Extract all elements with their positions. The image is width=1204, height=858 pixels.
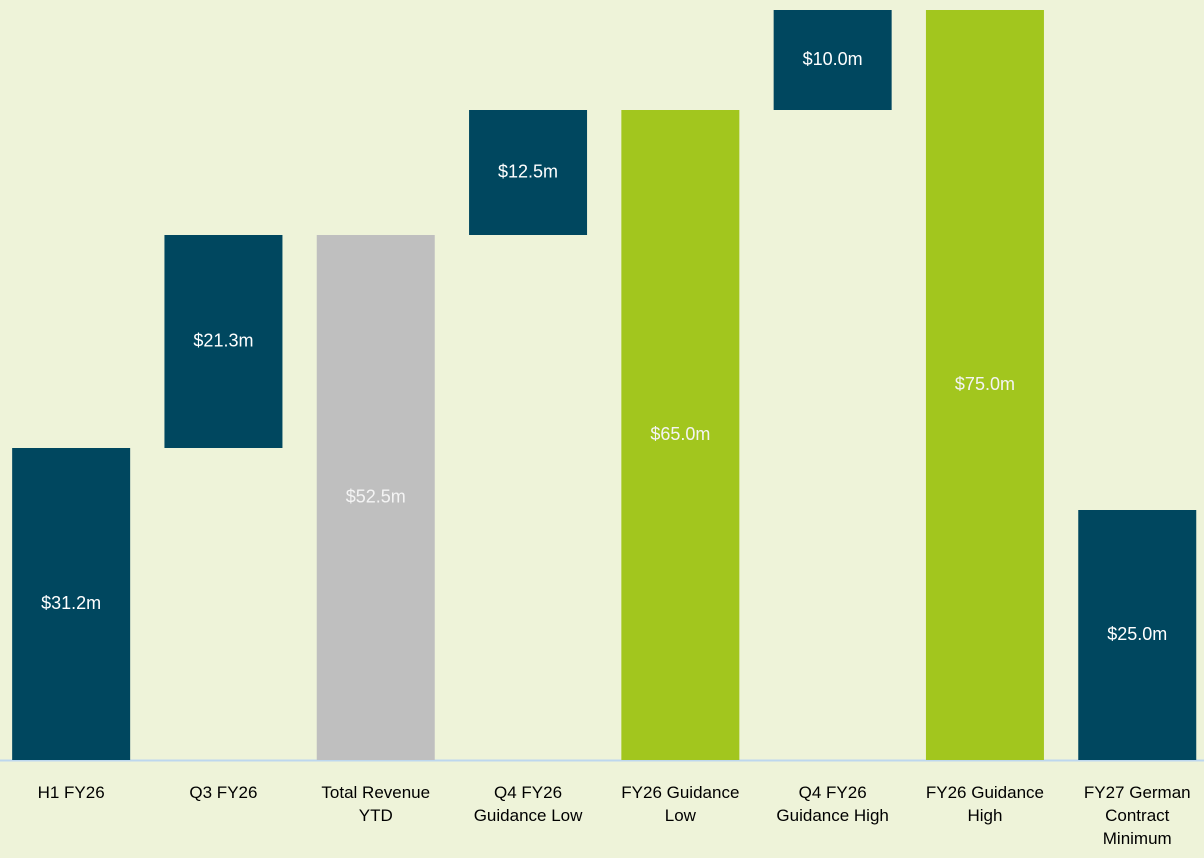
bar: [12, 448, 131, 760]
bar: [773, 10, 892, 110]
value-label: $65.0m: [650, 424, 710, 444]
x-tick-label: Q4 FY26 Guidance Low: [473, 783, 583, 825]
x-tick-label: H1 FY26: [37, 783, 105, 802]
x-tick-label: FY26 Guidance High: [925, 783, 1044, 825]
value-label: $25.0m: [1107, 624, 1167, 644]
x-tick-label: Q3 FY26: [189, 783, 258, 802]
bar: [469, 110, 588, 235]
x-tick-label: Q4 FY26 Guidance High: [776, 783, 889, 825]
x-tick-label: FY26 Guidance Low: [621, 783, 740, 825]
value-label: $31.2m: [41, 593, 101, 613]
bar: [621, 110, 740, 760]
x-tick-label: FY27 German Contract Minimum: [1083, 783, 1191, 848]
x-tick-label: Total Revenue YTD: [321, 783, 431, 825]
bar: [925, 10, 1044, 760]
bar: [164, 235, 283, 448]
value-label: $12.5m: [498, 161, 558, 181]
value-label: $52.5m: [346, 486, 406, 506]
value-label: $21.3m: [193, 330, 253, 350]
value-label: $10.0m: [803, 49, 863, 69]
bar: [316, 235, 435, 760]
bar: [1078, 510, 1197, 760]
value-label: $75.0m: [955, 374, 1015, 394]
